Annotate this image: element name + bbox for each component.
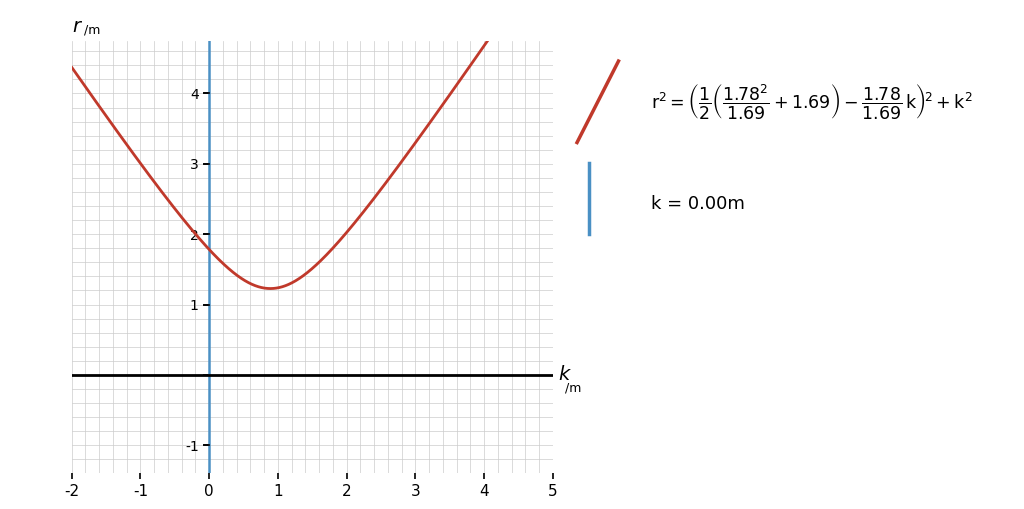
Text: /m: /m: [84, 23, 100, 37]
Text: /m: /m: [565, 381, 582, 394]
Text: $k$: $k$: [558, 365, 571, 384]
Text: k = 0.00m: k = 0.00m: [651, 194, 744, 213]
Text: $r$: $r$: [72, 17, 83, 37]
Text: $\mathrm{r}^2 = \left(\dfrac{1}{2}\left(\dfrac{1.78^2}{1.69}+1.69\right)-\dfrac{: $\mathrm{r}^2 = \left(\dfrac{1}{2}\left(…: [651, 82, 973, 121]
